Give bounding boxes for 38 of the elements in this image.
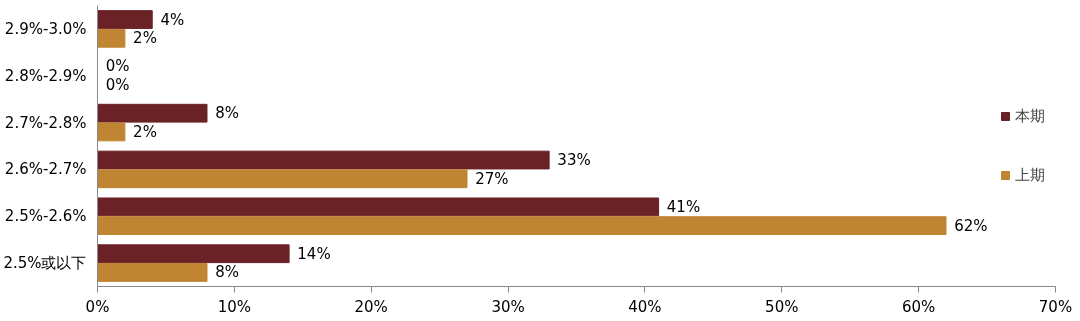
data-label: 41% [666, 197, 701, 216]
bar [97, 263, 208, 282]
data-label: 33% [557, 151, 591, 170]
bar [97, 10, 153, 29]
bar [97, 244, 290, 264]
legend-label: 本期 [1015, 106, 1045, 126]
x-tick-label: 60% [901, 297, 936, 316]
data-label: 8% [215, 104, 239, 123]
data-label: 62% [954, 216, 988, 235]
y-tick-label: 2.6%-2.7% [4, 160, 87, 179]
x-tick-label: 30% [491, 297, 525, 316]
data-label: 4% [160, 10, 185, 29]
data-label: 2% [133, 29, 157, 48]
y-tick-label: 2.7%-2.8% [4, 113, 87, 132]
data-label: 14% [297, 244, 331, 263]
bar [97, 28, 126, 48]
bar [97, 103, 208, 123]
bar [97, 150, 550, 170]
x-tick-label: 70% [1038, 297, 1073, 316]
x-tick-label: 50% [765, 297, 799, 316]
bar [97, 216, 947, 236]
x-tick-label: 20% [354, 297, 388, 316]
x-tick-label: 10% [217, 297, 252, 316]
bar [97, 122, 126, 142]
data-label: 2% [133, 122, 157, 141]
y-tick-label: 2.5%或以下 [3, 254, 87, 273]
y-tick-label: 2.5%-2.6% [4, 207, 87, 226]
x-tick-label: 40% [628, 297, 662, 316]
y-tick-label: 2.9%-3.0% [4, 19, 87, 38]
data-label: 0% [105, 76, 130, 95]
data-label: 8% [215, 263, 239, 282]
bar [97, 169, 468, 189]
legend-label: 上期 [1015, 165, 1045, 185]
y-tick-label: 2.8%-2.9% [4, 66, 87, 85]
x-tick-label: 0% [85, 297, 110, 316]
data-label: 0% [105, 57, 130, 76]
bar [97, 197, 660, 217]
data-label: 27% [475, 169, 509, 188]
